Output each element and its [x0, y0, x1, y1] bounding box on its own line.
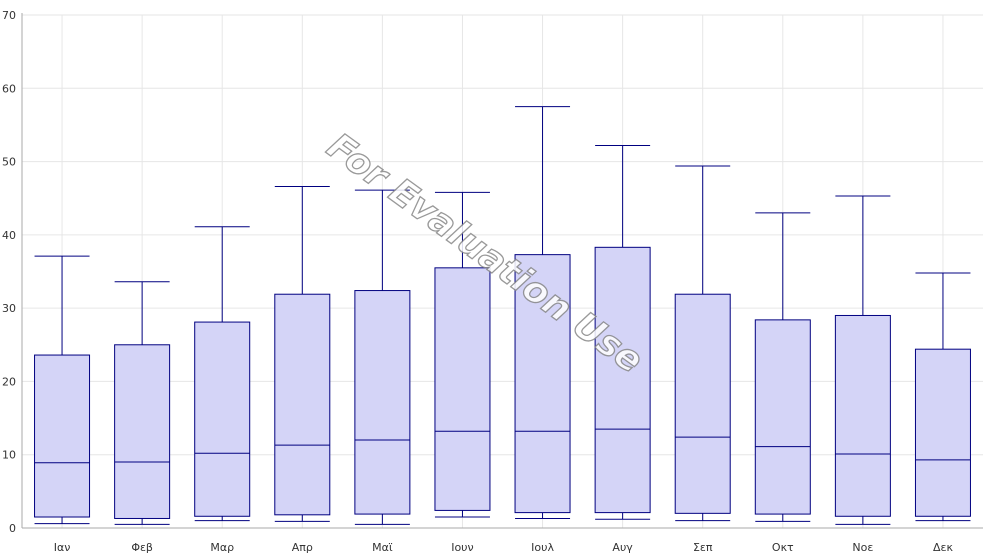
- y-tick-label-20: 20: [2, 375, 16, 388]
- y-tick-label-10: 10: [2, 449, 16, 462]
- iqr-box-1: [114, 344, 171, 519]
- x-tick-label-1: Φεβ: [131, 541, 153, 554]
- x-tick-label-10: Νοε: [852, 541, 873, 554]
- iqr-box-11: [914, 348, 971, 517]
- iqr-box-9: [754, 319, 811, 515]
- y-tick-label-0: 0: [9, 522, 16, 535]
- iqr-box-2: [194, 321, 251, 517]
- box-11: [914, 272, 971, 522]
- box-6: [514, 106, 571, 519]
- x-tick-label-8: Σεπ: [693, 541, 713, 554]
- x-tick-label-6: Ιουλ: [531, 541, 554, 554]
- box-1: [114, 281, 171, 525]
- box-8: [674, 165, 731, 522]
- iqr-box-10: [834, 314, 891, 517]
- box-4: [354, 189, 411, 525]
- y-tick-label-40: 40: [2, 229, 16, 242]
- iqr-box-3: [274, 293, 331, 516]
- iqr-box-4: [354, 290, 411, 515]
- x-tick-label-2: Μαρ: [210, 541, 234, 554]
- box-2: [194, 226, 251, 522]
- x-tick-label-4: Μαϊ: [372, 541, 393, 554]
- box-10: [834, 195, 891, 525]
- y-tick-label-30: 30: [2, 302, 16, 315]
- box-0: [34, 255, 91, 525]
- tick-labels: 0 10 20 30 40 50 60 70 Ιαν Φεβ Μαρ Απρ Μαϊ Ιουν Ιουλ Αυ…: [2, 9, 953, 554]
- axes: [21, 13, 983, 529]
- x-tick-label-7: Αυγ: [612, 541, 633, 554]
- x-tick-label-0: Ιαν: [54, 541, 71, 554]
- box-9: [754, 212, 811, 522]
- y-tick-label-50: 50: [2, 156, 16, 169]
- iqr-box-5: [434, 267, 491, 511]
- box-3: [274, 185, 331, 522]
- x-tick-label-9: Οκτ: [772, 541, 794, 554]
- box-series: [34, 106, 971, 525]
- box-7: [594, 144, 651, 520]
- x-tick-label-5: Ιουν: [451, 541, 473, 554]
- iqr-box-7: [594, 246, 651, 514]
- box-5: [434, 191, 491, 518]
- iqr-box-8: [674, 293, 731, 514]
- x-tick-label-11: Δεκ: [933, 541, 953, 554]
- iqr-box-6: [514, 254, 571, 514]
- iqr-box-0: [34, 354, 91, 518]
- x-tick-label-3: Απρ: [292, 541, 313, 554]
- y-tick-label-60: 60: [2, 82, 16, 95]
- y-tick-label-70: 70: [2, 9, 16, 22]
